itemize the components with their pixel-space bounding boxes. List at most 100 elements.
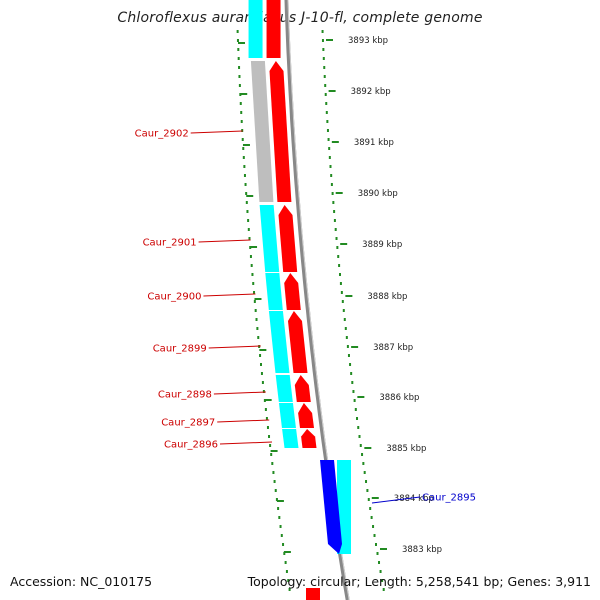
guide-dot [236, 30, 239, 33]
inner-tick-mark [259, 349, 267, 351]
inner-tick-mark [264, 399, 272, 401]
inner-tick-mark [238, 42, 245, 44]
inner-tick-mark [270, 450, 278, 452]
gene-name: Caur_2899 [153, 344, 207, 355]
guide-dot [274, 489, 277, 492]
guide-dot [261, 381, 264, 384]
guide-dot [254, 309, 257, 312]
tick-mark [345, 295, 353, 297]
leader-line [190, 130, 243, 134]
accession-text: Accession: NC_010175 [10, 574, 153, 589]
guide-dot [272, 471, 275, 474]
guide-dot [240, 111, 243, 114]
guide-dot [325, 102, 328, 105]
cog-block-caur_2897 [278, 403, 296, 428]
guide-dot [270, 453, 273, 456]
tick-mark [326, 39, 333, 41]
tick-label: 3883 kbp [402, 545, 442, 555]
cog-block-partial [248, 0, 263, 58]
gene-label-caur_2899: Caur_2899 [153, 344, 261, 355]
ruler-tick: 3889 kbp [340, 240, 402, 250]
guide-dot [237, 57, 240, 60]
guide-dot [344, 327, 347, 330]
guide-dot [246, 210, 249, 213]
tick-mark [328, 90, 336, 92]
guide-dot [259, 363, 262, 366]
guide-dot [350, 372, 353, 375]
guide-dot [352, 390, 355, 393]
guide-dot [244, 183, 247, 186]
inner-tick-mark [240, 93, 248, 95]
guide-dot [268, 435, 271, 438]
tick-mark [371, 497, 379, 499]
guide-dot [372, 525, 375, 528]
tick-label: 3891 kbp [354, 138, 394, 148]
cds-arrow-caur_2895 [320, 460, 342, 554]
guide-dot [338, 273, 341, 276]
guide-dot [326, 120, 329, 123]
guide-dot [284, 561, 287, 564]
cog-block-caur_2898 [275, 375, 293, 402]
gene-name: Caur_2901 [143, 238, 197, 249]
leader-line [208, 345, 261, 349]
leader-line [198, 239, 251, 243]
guide-dot [240, 120, 243, 123]
tick-label: 3885 kbp [386, 444, 426, 454]
ruler-tick: 3891 kbp [331, 138, 394, 148]
tick-mark [331, 141, 339, 143]
guide-dot [243, 174, 246, 177]
guide-dot [324, 84, 327, 87]
gene-name: Caur_2902 [135, 129, 189, 140]
guide-dot [326, 129, 329, 132]
guide-dot [321, 39, 324, 42]
guide-dot [323, 66, 326, 69]
guide-dot [247, 219, 250, 222]
tick-label: 3887 kbp [373, 343, 413, 353]
ruler-tick: 3886 kbp [357, 393, 419, 403]
guide-dot [243, 165, 246, 168]
leader-line [203, 293, 256, 297]
gene-label-caur_2897: Caur_2897 [161, 418, 270, 429]
guide-dot [323, 75, 326, 78]
guide-dot [236, 39, 239, 42]
guide-dot [328, 156, 331, 159]
guide-dot [287, 579, 290, 582]
gene-label-caur_2900: Caur_2900 [147, 292, 256, 303]
guide-dot [381, 579, 384, 582]
guide-dot [334, 228, 337, 231]
tick-label: 3889 kbp [362, 240, 402, 250]
guide-dot [250, 264, 253, 267]
gene-label-caur_2896: Caur_2896 [164, 440, 273, 451]
cog-block-caur_2900 [265, 273, 283, 310]
guide-dot [255, 318, 258, 321]
cds-arrow-caur_2897 [298, 403, 314, 428]
guide-dot [285, 570, 288, 573]
tick-label: 3888 kbp [367, 292, 407, 302]
guide-dot [327, 138, 330, 141]
guide-dot [345, 336, 348, 339]
gene-label-caur_2901: Caur_2901 [143, 238, 251, 249]
guide-dot [379, 570, 382, 573]
guide-dot [324, 93, 327, 96]
guide-dot [374, 543, 377, 546]
guide-dot [349, 363, 352, 366]
guide-dot [252, 282, 255, 285]
guide-dot [239, 102, 242, 105]
guide-dot [351, 381, 354, 384]
guide-dot [356, 417, 359, 420]
guide-dot [242, 147, 245, 150]
tick-label: 3884 kbp [394, 494, 434, 504]
guide-dot [242, 156, 245, 159]
inner-tick-mark [250, 246, 258, 248]
guide-dot [249, 255, 252, 258]
guide-dot [241, 129, 244, 132]
guide-dot [347, 354, 350, 357]
cds-arrow-caur_2898 [294, 375, 311, 402]
guide-dot [253, 300, 256, 303]
tick-mark [357, 396, 365, 398]
guide-dot [280, 534, 283, 537]
guide-dot [273, 480, 276, 483]
guide-dot [245, 192, 248, 195]
guide-dot [330, 183, 333, 186]
guide-dot [367, 498, 370, 501]
